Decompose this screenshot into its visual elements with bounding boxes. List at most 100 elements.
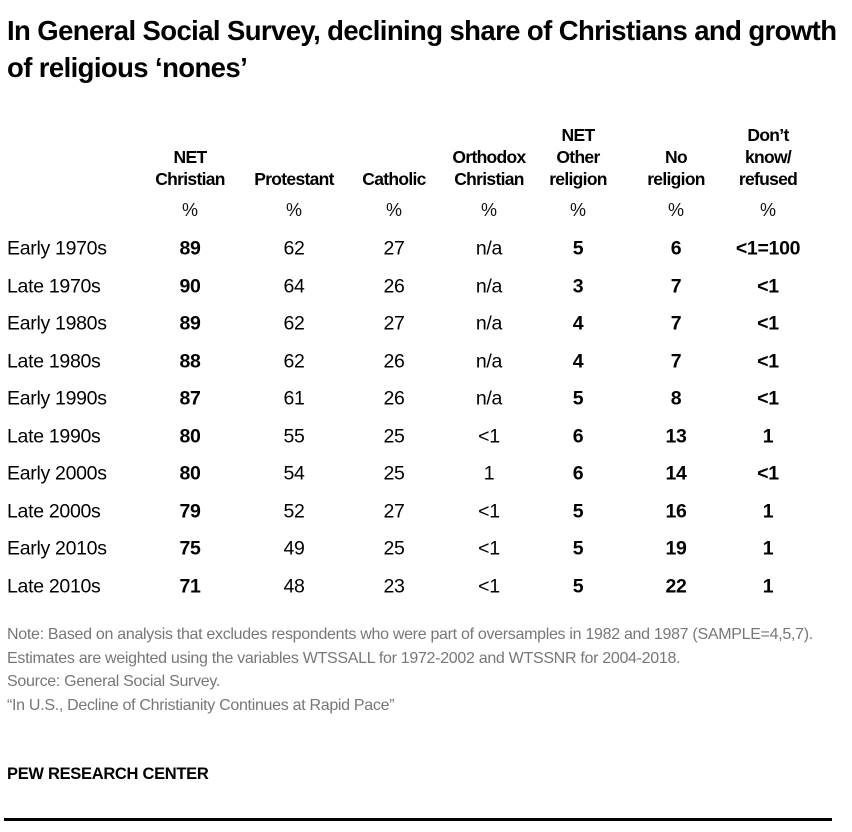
unit-label: % [480,200,498,220]
table-cell: 27 [383,237,405,260]
table-cell: 80 [179,462,201,485]
table-cell: 48 [283,575,305,597]
unit-label: % [181,200,199,220]
table-cell: n/a [475,312,503,335]
table-cell: 5 [572,500,584,522]
table-cell: <1 [757,275,779,297]
table-cell: 25 [383,537,405,560]
table-cell: 25 [383,425,405,447]
table-cell: 1 [762,500,774,522]
table-cell: 6 [572,462,584,485]
row-label: Late 1990s [7,425,101,447]
column-header: Protestant [254,169,334,189]
note-text: Note: Based on analysis that excludes re… [7,626,813,667]
report-title: “In U.S., Decline of Christianity Contin… [7,696,395,714]
table-cell: 7 [670,312,682,335]
column-header: Catholic [362,169,426,189]
table-cell: 62 [283,237,305,260]
table-cell: 79 [179,500,201,522]
table-cell: <1 [478,537,500,560]
table-cell: 14 [665,462,687,485]
table-cell: 6 [572,425,584,447]
table-cell: 1 [762,575,774,597]
table-cell: 22 [665,575,687,597]
table-cell: 26 [383,387,405,410]
table-cell: 27 [383,312,405,335]
table-cell: 25 [383,462,405,485]
row-label: Late 2000s [7,500,101,522]
table-cell: 23 [383,575,405,597]
table-cell: 89 [179,237,201,260]
table-cell: <1 [757,350,779,372]
table-cell: 26 [383,275,405,297]
table-cell: <1 [757,312,779,335]
table-cell: 61 [283,387,305,410]
table-cell: 3 [572,275,584,297]
row-label: Early 1990s [7,387,107,410]
table-cell: 87 [179,387,201,410]
table-cell: 49 [283,537,305,560]
table-cell: 54 [283,462,305,485]
column-header: Don’t know/ refused [738,125,798,189]
table-cell: 16 [665,500,687,522]
table-cell: 80 [179,425,201,447]
table-cell: 8 [670,387,682,410]
table-cell: 5 [572,387,584,410]
table-cell: 71 [179,575,201,597]
table-cell: 4 [572,312,584,335]
table-cell: n/a [475,275,503,297]
table-cell: 27 [383,500,405,522]
row-label: Late 2010s [7,575,101,597]
table-cell: 55 [283,425,305,447]
table-cell: 88 [179,350,201,372]
table-cell: 4 [572,350,584,372]
brand-logo-text: PEW RESEARCH CENTER [7,765,209,783]
table-cell: 1 [762,537,774,560]
row-label: Early 1970s [7,237,107,260]
notes: Note: Based on analysis that excludes re… [7,623,837,717]
table-cell: 64 [283,275,305,297]
table-cell: 7 [670,275,682,297]
table-cell: 1 [762,425,774,447]
unit-label: % [667,200,685,220]
table-cell: 62 [283,312,305,335]
table-cell: 52 [283,500,305,522]
table-cell: n/a [475,350,503,372]
table-cell: 7 [670,350,682,372]
column-header: NET Other religion [549,125,607,189]
row-label: Late 1980s [7,350,101,372]
table-cell: 1 [483,462,495,485]
row-label: Early 2010s [7,537,107,560]
bottom-rule [4,818,832,821]
table-cell: 89 [179,312,201,335]
table-cell: 5 [572,537,584,560]
table-cell: 26 [383,350,405,372]
table-cell: <1 [478,425,500,447]
row-label: Early 1980s [7,312,107,335]
table-cell: <1 [757,462,779,485]
table-cell: 90 [179,275,201,297]
row-label: Late 1970s [7,275,101,297]
table-cell: 5 [572,237,584,260]
chart-title: In General Social Survey, declining shar… [7,15,837,83]
table-cell: 13 [665,425,687,447]
table-cell: <1 [478,500,500,522]
table-cell: 75 [179,537,201,560]
table-cell: n/a [475,387,503,410]
table-cell: 5 [572,575,584,597]
column-header: No religion [647,147,705,189]
column-header: Orthodox Christian [452,147,526,189]
table-cell: 62 [283,350,305,372]
unit-label: % [285,200,303,220]
unit-label: % [569,200,587,220]
row-label: Early 2000s [7,462,107,485]
unit-label: % [759,200,777,220]
table-cell: <1=100 [735,237,801,260]
source-text: Source: General Social Survey. [7,673,221,690]
unit-label: % [385,200,403,220]
table-cell: n/a [475,237,503,260]
table-cell: <1 [478,575,500,597]
table-cell: <1 [757,387,779,410]
column-header: NET Christian [155,147,225,189]
table-cell: 19 [665,537,687,560]
